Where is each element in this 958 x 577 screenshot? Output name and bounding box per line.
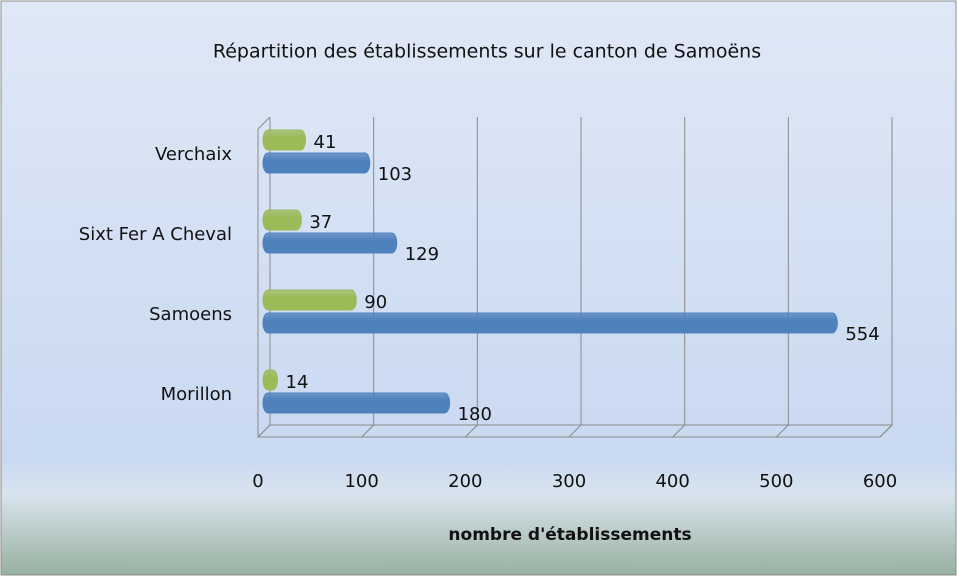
x-axis-title: nombre d'établissements [448,525,691,545]
x-tick-label: 300 [552,471,586,492]
value-label: 90 [364,292,387,313]
chart-title: Répartition des établissements sur le ca… [213,41,761,63]
value-label: 103 [378,164,412,185]
value-label: 14 [286,372,309,393]
y-tick-label: Verchaix [155,144,232,165]
bar [262,232,398,254]
x-tick-label: 200 [448,471,482,492]
grid-line [257,424,271,438]
x-tick-label: 100 [344,471,378,492]
y-tick-label: Sixt Fer A Cheval [79,224,232,245]
bar [262,312,838,334]
value-label: 37 [309,212,332,233]
bar [262,152,371,174]
y-tick-label: Morillon [161,384,232,405]
bar [262,129,307,151]
x-tick-label: 600 [863,471,897,492]
value-label: 554 [845,324,879,345]
grid-line [672,424,686,438]
grid-line [464,424,478,438]
grid-line [568,424,582,438]
bar [262,369,279,391]
y-tick-label: Samoens [149,304,232,325]
value-label: 41 [314,132,337,153]
grid-line [879,424,893,438]
grid-line [361,424,375,438]
x-tick-label: 500 [759,471,793,492]
x-tick-label: 0 [252,471,263,492]
bar [262,209,302,231]
bar [262,392,451,414]
value-label: 129 [405,244,439,265]
x-tick-label: 400 [655,471,689,492]
value-label: 180 [458,404,492,425]
bar [262,289,357,311]
wall-edge [257,116,271,130]
grid-line [775,424,789,438]
